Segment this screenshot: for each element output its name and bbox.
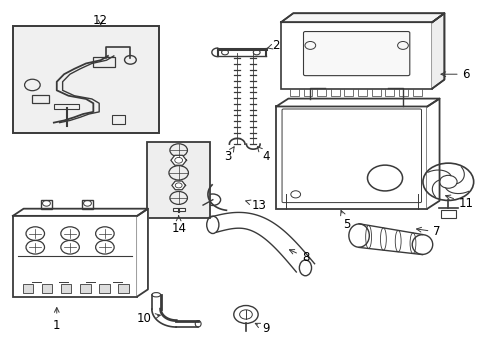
Text: 14: 14 bbox=[171, 216, 186, 235]
Polygon shape bbox=[170, 155, 186, 165]
Polygon shape bbox=[427, 99, 439, 209]
Bar bbox=[32, 95, 49, 103]
Bar bbox=[276, 107, 427, 209]
Bar bbox=[93, 57, 115, 67]
Bar bbox=[330, 89, 339, 96]
Text: 11: 11 bbox=[445, 195, 473, 210]
FancyBboxPatch shape bbox=[303, 32, 409, 76]
Bar bbox=[357, 89, 366, 96]
Bar bbox=[303, 89, 312, 96]
Text: 10: 10 bbox=[137, 311, 160, 325]
Bar bbox=[22, 284, 33, 293]
Bar bbox=[289, 89, 298, 96]
Text: 5: 5 bbox=[340, 211, 350, 231]
Text: 12: 12 bbox=[93, 14, 108, 27]
Bar bbox=[385, 89, 393, 96]
Polygon shape bbox=[13, 209, 148, 216]
Text: 6: 6 bbox=[440, 68, 469, 81]
Bar bbox=[80, 284, 90, 293]
Text: 9: 9 bbox=[255, 322, 270, 335]
Bar bbox=[398, 89, 407, 96]
Bar bbox=[281, 22, 431, 89]
Bar bbox=[13, 216, 137, 297]
Text: 7: 7 bbox=[416, 225, 440, 238]
Bar bbox=[41, 284, 52, 293]
Bar bbox=[41, 201, 52, 210]
Bar bbox=[118, 284, 128, 293]
Bar bbox=[112, 116, 124, 125]
Bar bbox=[54, 104, 79, 109]
Polygon shape bbox=[276, 99, 439, 107]
Polygon shape bbox=[431, 13, 444, 89]
Text: 8: 8 bbox=[289, 249, 308, 264]
Text: 1: 1 bbox=[53, 307, 61, 332]
Bar bbox=[344, 89, 352, 96]
Bar bbox=[371, 89, 380, 96]
FancyBboxPatch shape bbox=[147, 142, 210, 218]
FancyBboxPatch shape bbox=[13, 26, 159, 134]
Bar bbox=[81, 201, 93, 210]
Bar bbox=[412, 89, 421, 96]
Text: 2: 2 bbox=[266, 39, 279, 52]
Text: 4: 4 bbox=[257, 147, 270, 163]
Text: 13: 13 bbox=[245, 199, 266, 212]
Polygon shape bbox=[281, 13, 444, 22]
Polygon shape bbox=[171, 181, 185, 190]
Polygon shape bbox=[137, 209, 148, 297]
Bar bbox=[99, 284, 109, 293]
Text: 3: 3 bbox=[224, 147, 234, 163]
Bar bbox=[317, 89, 325, 96]
Bar bbox=[13, 216, 137, 297]
Bar bbox=[440, 211, 455, 218]
Bar bbox=[61, 284, 71, 293]
Bar bbox=[172, 208, 184, 211]
